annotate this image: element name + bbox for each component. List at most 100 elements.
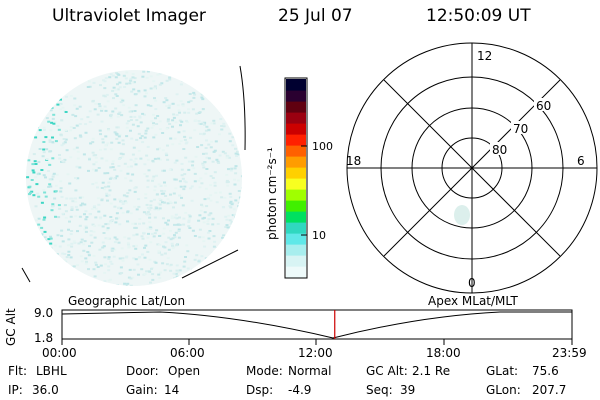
emission-pixel (89, 70, 93, 73)
emission-pixel (47, 185, 51, 188)
emission-pixel (162, 101, 166, 104)
emission-pixel (146, 127, 150, 130)
emission-pixel (190, 199, 194, 202)
emission-pixel (238, 284, 242, 286)
emission-pixel (81, 202, 84, 205)
emission-pixel (177, 131, 181, 134)
emission-pixel (158, 120, 162, 123)
emission-pixel (78, 123, 82, 125)
emission-pixel (93, 236, 97, 239)
emission-pixel (182, 148, 186, 150)
color-bar-band (286, 200, 306, 212)
emission-pixel (217, 162, 221, 164)
emission-pixel (154, 133, 158, 136)
emission-pixel (202, 152, 205, 155)
emission-pixel (106, 172, 110, 175)
emission-pixel (133, 77, 137, 80)
emission-pixel (42, 189, 46, 191)
emission-pixel (215, 103, 219, 106)
emission-pixel (40, 253, 44, 256)
emission-pixel (51, 141, 55, 144)
emission-pixel (217, 79, 221, 82)
emission-pixel (138, 115, 142, 118)
emission-pixel (105, 93, 109, 96)
emission-pixel (93, 225, 97, 227)
emission-pixel (143, 246, 146, 249)
emission-pixel (233, 112, 237, 115)
emission-pixel (35, 120, 39, 123)
emission-pixel (223, 242, 227, 245)
emission-pixel (134, 93, 138, 96)
emission-pixel (188, 93, 192, 95)
emission-pixel (198, 214, 202, 217)
emission-pixel (200, 182, 204, 185)
color-bar-band (286, 178, 306, 190)
emission-pixel (31, 132, 35, 135)
emission-pixel (36, 90, 40, 93)
emission-pixel (31, 123, 35, 126)
emission-pixel (84, 225, 88, 228)
emission-pixel (96, 113, 100, 116)
emission-pixel (202, 86, 206, 89)
emission-pixel (228, 219, 232, 222)
emission-pixel (192, 277, 196, 280)
emission-pixel (174, 272, 178, 275)
filter-value: LBHL (36, 364, 67, 378)
emission-pixel (130, 90, 134, 93)
emission-pixel (150, 267, 153, 270)
emission-pixel (236, 261, 240, 264)
emission-pixel (49, 185, 53, 188)
emission-pixel (138, 116, 142, 119)
emission-pixel (66, 173, 70, 176)
emission-pixel (158, 197, 162, 200)
emission-pixel (197, 260, 201, 263)
emission-pixel (182, 217, 186, 220)
emission-pixel (224, 98, 228, 101)
emission-pixel (115, 126, 119, 129)
emission-pixel (144, 244, 148, 247)
emission-pixel (158, 83, 162, 86)
emission-pixel (214, 140, 218, 143)
emission-pixel (193, 258, 197, 261)
emission-pixel (102, 232, 106, 234)
emission-pixel (160, 189, 164, 192)
emission-pixel (85, 280, 89, 283)
emission-pixel (47, 79, 51, 82)
emission-pixel (52, 80, 56, 83)
emission-pixel (54, 86, 58, 89)
emission-pixel (125, 82, 129, 85)
emission-pixel (225, 224, 229, 227)
emission-pixel (109, 73, 113, 76)
y-tick-label: 1.8 (34, 331, 54, 345)
emission-pixel (199, 263, 203, 265)
emission-pixel (38, 232, 41, 235)
emission-pixel (200, 203, 203, 206)
emission-pixel (117, 135, 121, 138)
emission-pixel (64, 216, 68, 219)
emission-pixel (97, 103, 101, 105)
emission-pixel (213, 149, 217, 152)
emission-pixel (67, 238, 71, 241)
emission-pixel (85, 216, 89, 218)
emission-pixel (99, 216, 103, 219)
emission-pixel (28, 261, 31, 264)
emission-pixel (160, 82, 164, 85)
emission-pixel (231, 256, 235, 259)
color-bar-band (286, 156, 306, 168)
emission-pixel (64, 86, 68, 89)
emission-pixel (233, 115, 237, 118)
emission-pixel (179, 140, 183, 143)
emission-pixel (232, 240, 236, 242)
emission-pixel (83, 213, 86, 216)
emission-pixel (178, 281, 182, 284)
emission-pixel (139, 157, 143, 160)
emission-pixel (225, 272, 229, 275)
emission-pixel (161, 71, 165, 74)
emission-pixel (238, 196, 242, 199)
emission-pixel (153, 185, 157, 188)
emission-pixel (152, 80, 156, 83)
emission-pixel (115, 212, 119, 215)
emission-pixel (132, 245, 136, 248)
emission-pixel (46, 262, 49, 265)
